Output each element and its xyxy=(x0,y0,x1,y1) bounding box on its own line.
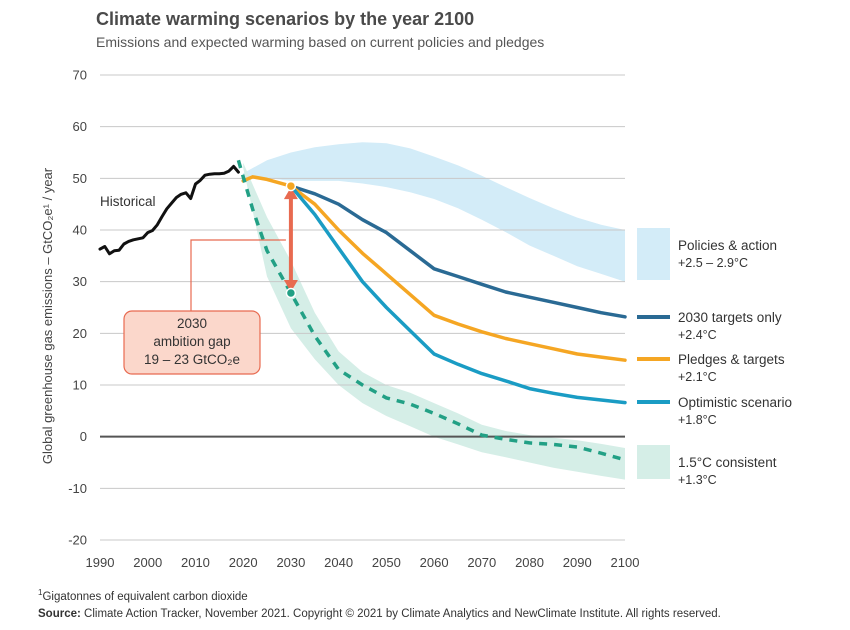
consistent-line xyxy=(236,159,626,462)
y-tick-label: 10 xyxy=(73,378,87,393)
footnote-text: Gigatonnes of equivalent carbon dioxide xyxy=(42,590,248,603)
source-label: Source: xyxy=(38,608,81,620)
y-tick-label: 40 xyxy=(73,223,87,238)
y-tick-label: 20 xyxy=(73,326,87,341)
optimistic-line xyxy=(289,184,627,405)
legend-title-targets_2030: 2030 targets only xyxy=(678,310,782,325)
footnote: 1Gigatonnes of equivalent carbon dioxide xyxy=(38,588,248,603)
source-line: Source: Climate Action Tracker, November… xyxy=(38,608,721,620)
gap-arrow-head-down xyxy=(283,280,298,293)
x-tick-label: 2100 xyxy=(611,555,640,570)
legend-title-optimistic: Optimistic scenario xyxy=(678,395,792,410)
gap-label-box xyxy=(123,310,261,375)
legend-title-pledges: Pledges & targets xyxy=(678,352,785,367)
x-tick-label: 2040 xyxy=(324,555,353,570)
historical-label: Historical xyxy=(100,194,156,209)
legend-sub-consistent: +1.3°C xyxy=(678,473,717,487)
y-tick-label: 60 xyxy=(73,119,87,134)
gap-top-marker xyxy=(285,180,297,192)
legend: Policies & action +2.5 – 2.9°C 2030 target… xyxy=(637,228,792,487)
chart-title: Climate warming scenarios by the year 21… xyxy=(96,9,475,29)
x-tick-label: 2020 xyxy=(229,555,258,570)
legend-title-consistent: 1.5°C consistent xyxy=(678,455,777,470)
source-text: Climate Action Tracker, November 2021. C… xyxy=(84,608,721,620)
policies_band-area xyxy=(243,142,625,282)
x-tick-label: 2000 xyxy=(133,555,162,570)
chart-subtitle: Emissions and expected warming based on … xyxy=(96,34,545,50)
annotation-layer: Historical 2030 ambition gap 19 – 23 GtCO₂e xyxy=(100,180,298,375)
gap-connector xyxy=(190,239,286,311)
legend-title-policies: Policies & action xyxy=(678,238,777,253)
y-tick-label: 50 xyxy=(73,171,87,186)
legend-swatch-policies xyxy=(637,228,670,280)
gap-label-label-line3: 19 – 23 GtCO₂e xyxy=(144,352,240,367)
legend-swatch-consistent xyxy=(637,445,670,479)
gap-arrow-head-up xyxy=(283,187,298,200)
legend-sub-optimistic: +1.8°C xyxy=(678,413,717,427)
legend-sub-targets_2030: +2.4°C xyxy=(678,328,717,342)
x-tick-label: 1990 xyxy=(86,555,115,570)
y-axis-label: Global greenhouse gas emissions – GtCO₂e… xyxy=(40,167,55,464)
gap-bottom-marker xyxy=(285,287,297,299)
footnote-marker: 1 xyxy=(38,588,43,597)
x-tick-label: 2010 xyxy=(181,555,210,570)
y-tick-label: 0 xyxy=(80,429,87,444)
y-tick-label: -10 xyxy=(68,481,87,496)
historical-line xyxy=(98,164,240,256)
y-tick-label: 70 xyxy=(73,68,87,83)
y-tick-label: -20 xyxy=(68,533,87,548)
targets_2030-line xyxy=(289,184,627,319)
x-tick-label: 2060 xyxy=(420,555,449,570)
gap-label-label-line1: 2030 xyxy=(177,316,207,331)
legend-sub-pledges: +2.1°C xyxy=(678,370,717,384)
gap-label-label-line2: ambition gap xyxy=(153,334,230,349)
x-tick-label: 2070 xyxy=(467,555,496,570)
legend-sub-policies: +2.5 – 2.9°C xyxy=(678,256,748,270)
consistent_band-area xyxy=(243,162,625,480)
x-tick-label: 2030 xyxy=(276,555,305,570)
x-tick-label: 2050 xyxy=(372,555,401,570)
x-tick-label: 2090 xyxy=(563,555,592,570)
y-tick-label: 30 xyxy=(73,274,87,289)
x-tick-label: 2080 xyxy=(515,555,544,570)
